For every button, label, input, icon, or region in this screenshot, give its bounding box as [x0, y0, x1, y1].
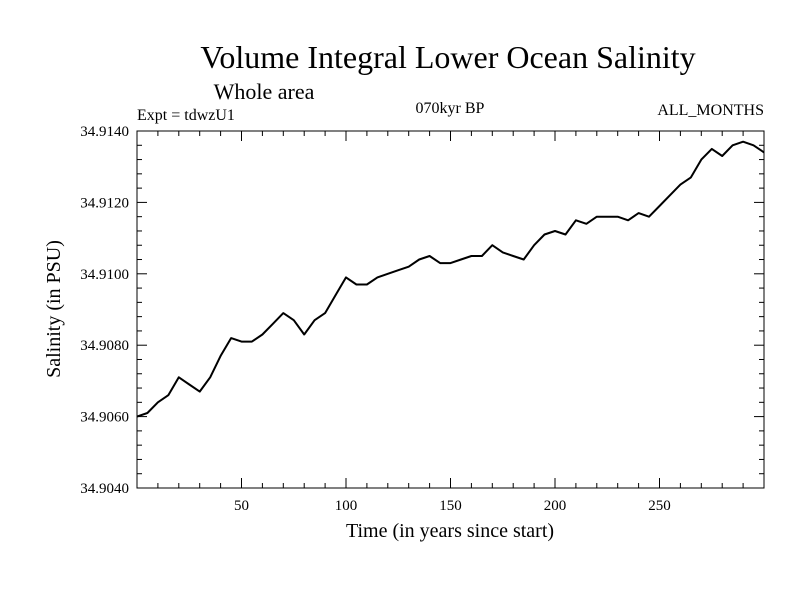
period-label: 070kyr BP — [416, 100, 485, 117]
plot-frame — [136, 130, 765, 489]
y-tick-label: 34.9040 — [80, 481, 129, 497]
chart-subtitle: Whole area — [214, 79, 315, 104]
y-tick-label: 34.9140 — [80, 124, 129, 140]
y-axis-tick-labels: 34.9040 34.9060 34.9080 34.9100 34.9120 34.91… — [80, 124, 129, 497]
y-axis-label: Salinity (in PSU) — [43, 240, 65, 378]
y-axis-ticks — [137, 144, 764, 475]
chart-title: Volume Integral Lower Ocean Salinity — [200, 39, 695, 75]
x-axis-label: Time (in years since start) — [346, 520, 554, 542]
y-tick-label: 34.9060 — [80, 410, 129, 426]
x-axis-ticks — [157, 131, 744, 488]
y-tick-label: 34.9100 — [80, 267, 129, 283]
y-tick-label: 34.9120 — [80, 195, 129, 211]
salinity-series-line — [136, 140, 765, 418]
x-axis-tick-labels: 50 100 150 200 250 — [234, 498, 671, 514]
experiment-label: Expt = tdwzU1 — [137, 107, 235, 124]
x-tick-label: 200 — [544, 498, 567, 514]
x-tick-label: 100 — [335, 498, 358, 514]
months-label: ALL_MONTHS — [657, 102, 764, 119]
x-tick-label: 150 — [439, 498, 462, 514]
y-tick-label: 34.9080 — [80, 338, 129, 354]
x-tick-label: 250 — [648, 498, 671, 514]
x-tick-label: 50 — [234, 498, 249, 514]
